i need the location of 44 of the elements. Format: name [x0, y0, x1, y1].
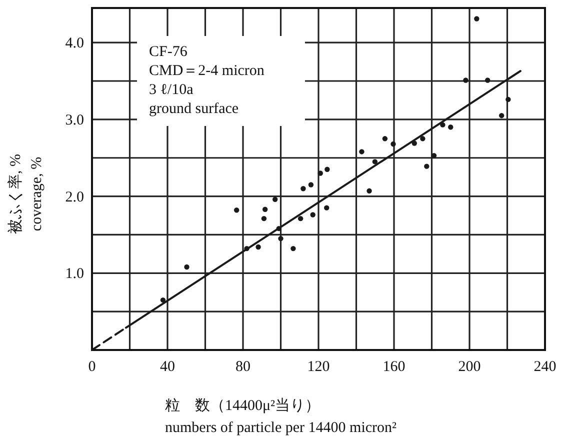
point: [382, 136, 388, 142]
point: [234, 208, 240, 213]
point: [184, 264, 190, 270]
point: [359, 149, 364, 154]
point: [485, 78, 490, 83]
point: [308, 182, 314, 188]
point: [300, 186, 306, 192]
point: [366, 188, 372, 194]
point: [448, 124, 454, 130]
x-tick-label: 200: [458, 359, 481, 375]
point: [160, 297, 166, 303]
point: [431, 152, 437, 158]
point: [298, 216, 304, 222]
y-tick-label: 4.0: [65, 36, 84, 52]
x-tick-label: 80: [236, 359, 250, 375]
point: [261, 216, 267, 222]
point: [290, 246, 296, 252]
x-tick-label: 0: [88, 359, 96, 375]
point: [324, 205, 330, 210]
point: [372, 159, 378, 164]
point: [463, 78, 468, 83]
point: [262, 206, 268, 212]
point: [498, 112, 504, 118]
point: [272, 196, 278, 202]
point: [420, 136, 426, 142]
point: [424, 164, 430, 169]
x-axis-title: 粒 数（14400μ²当り） numbers of particle per 14400 micron²: [165, 397, 398, 436]
annotation: CF-76 CMD＝2-4 micron 3 ℓ/10a ground surface: [149, 44, 265, 117]
point: [278, 236, 284, 242]
y-axis-title: 被ふく率, % coverage, %: [7, 154, 45, 234]
point: [256, 244, 261, 250]
point: [318, 170, 323, 176]
point: [390, 141, 396, 147]
point: [310, 212, 316, 218]
x-tick-label: 240: [534, 359, 556, 375]
y-tick-label: 3.0: [65, 112, 84, 128]
x-tick-label: 120: [307, 359, 330, 375]
x-tick-label: 40: [160, 359, 175, 375]
y-tick-label: 1.0: [65, 266, 84, 282]
y-tick-label: 2.0: [65, 189, 84, 206]
point: [506, 96, 511, 102]
x-tick-label: 160: [382, 359, 406, 375]
point: [474, 16, 480, 22]
point: [324, 166, 330, 172]
